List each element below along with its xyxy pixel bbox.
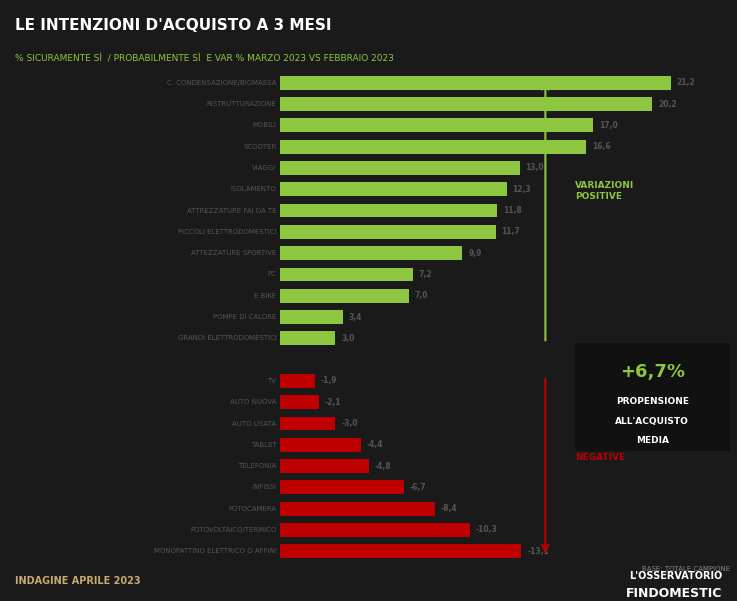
Text: ALL'ACQUISTO: ALL'ACQUISTO bbox=[615, 416, 689, 426]
FancyBboxPatch shape bbox=[280, 289, 409, 303]
FancyBboxPatch shape bbox=[280, 480, 404, 494]
Text: ATTEZZATURE SPORTIVE: ATTEZZATURE SPORTIVE bbox=[191, 250, 276, 256]
Text: TABLET: TABLET bbox=[251, 442, 276, 448]
Text: MOBILI: MOBILI bbox=[252, 123, 276, 129]
FancyBboxPatch shape bbox=[575, 343, 730, 451]
FancyBboxPatch shape bbox=[280, 204, 497, 218]
Text: FINDOMESTIC: FINDOMESTIC bbox=[626, 587, 722, 600]
FancyBboxPatch shape bbox=[280, 395, 318, 409]
Text: RISTRUTTURAZIONE: RISTRUTTURAZIONE bbox=[206, 101, 276, 107]
Text: TV: TV bbox=[268, 378, 276, 384]
Text: PICCOLI ELETTRODOMESTICI: PICCOLI ELETTRODOMESTICI bbox=[178, 229, 276, 235]
FancyBboxPatch shape bbox=[280, 459, 368, 473]
Text: MONOPATTINO ELETTRICO O AFFINI: MONOPATTINO ELETTRICO O AFFINI bbox=[153, 548, 276, 554]
Text: 7,0: 7,0 bbox=[415, 291, 428, 300]
FancyBboxPatch shape bbox=[280, 502, 435, 516]
FancyBboxPatch shape bbox=[280, 374, 315, 388]
Text: PC: PC bbox=[268, 272, 276, 278]
Text: SCOOTER: SCOOTER bbox=[243, 144, 276, 150]
FancyBboxPatch shape bbox=[280, 76, 671, 90]
Text: 21,2: 21,2 bbox=[677, 78, 695, 87]
Text: -13,1: -13,1 bbox=[527, 547, 549, 556]
FancyBboxPatch shape bbox=[280, 331, 335, 345]
Text: 9,9: 9,9 bbox=[469, 249, 482, 258]
Text: FOTOCAMERA: FOTOCAMERA bbox=[228, 505, 276, 511]
Text: E BIKE: E BIKE bbox=[254, 293, 276, 299]
Text: AUTO NUOVA: AUTO NUOVA bbox=[230, 399, 276, 405]
Text: C. CONDENSAZIONE/BIOMASSA: C. CONDENSAZIONE/BIOMASSA bbox=[167, 80, 276, 86]
Text: 7,2: 7,2 bbox=[419, 270, 432, 279]
Text: MEDIA: MEDIA bbox=[636, 436, 668, 445]
FancyBboxPatch shape bbox=[280, 118, 593, 132]
Text: -4,8: -4,8 bbox=[374, 462, 391, 471]
FancyBboxPatch shape bbox=[280, 523, 470, 537]
Text: +6,7%: +6,7% bbox=[620, 363, 685, 381]
Text: 20,2: 20,2 bbox=[658, 100, 677, 109]
Text: -8,4: -8,4 bbox=[441, 504, 458, 513]
Text: -6,7: -6,7 bbox=[410, 483, 426, 492]
Text: VARIAZIONI
POSITIVE: VARIAZIONI POSITIVE bbox=[575, 180, 634, 201]
Text: INDAGINE APRILE 2023: INDAGINE APRILE 2023 bbox=[15, 576, 140, 587]
Text: PROPENSIONE: PROPENSIONE bbox=[615, 397, 689, 406]
Text: 3,4: 3,4 bbox=[349, 313, 362, 322]
Text: ATTREZZATURE FAI DA TE: ATTREZZATURE FAI DA TE bbox=[186, 207, 276, 213]
FancyBboxPatch shape bbox=[280, 267, 413, 281]
FancyBboxPatch shape bbox=[280, 246, 463, 260]
Text: VARIAZIONI
NEGATIVE: VARIAZIONI NEGATIVE bbox=[575, 441, 634, 462]
FancyBboxPatch shape bbox=[280, 225, 495, 239]
FancyBboxPatch shape bbox=[280, 97, 652, 111]
Text: -2,1: -2,1 bbox=[324, 398, 341, 407]
Text: LE INTENZIONI D'ACQUISTO A 3 MESI: LE INTENZIONI D'ACQUISTO A 3 MESI bbox=[15, 18, 331, 33]
Text: % SICURAMENTE SÌ  / PROBABILMENTE SÌ  E VAR % MARZO 2023 VS FEBBRAIO 2023: % SICURAMENTE SÌ / PROBABILMENTE SÌ E VA… bbox=[15, 54, 394, 63]
Text: INFISSI: INFISSI bbox=[252, 484, 276, 490]
Text: POMPE DI CALORE: POMPE DI CALORE bbox=[213, 314, 276, 320]
Text: GRANDI ELETTRODOMESTICI: GRANDI ELETTRODOMESTICI bbox=[178, 335, 276, 341]
Text: ISOLAMENTO: ISOLAMENTO bbox=[231, 186, 276, 192]
Text: -4,4: -4,4 bbox=[367, 441, 383, 450]
FancyBboxPatch shape bbox=[280, 161, 520, 175]
FancyBboxPatch shape bbox=[280, 140, 586, 154]
Text: AUTO USATA: AUTO USATA bbox=[232, 421, 276, 427]
Text: 11,7: 11,7 bbox=[501, 227, 520, 236]
Text: -1,9: -1,9 bbox=[321, 376, 338, 385]
FancyBboxPatch shape bbox=[280, 545, 521, 558]
FancyBboxPatch shape bbox=[280, 182, 507, 196]
Text: 11,8: 11,8 bbox=[503, 206, 522, 215]
Text: -10,3: -10,3 bbox=[476, 525, 497, 534]
Text: TELEFONIA: TELEFONIA bbox=[238, 463, 276, 469]
FancyBboxPatch shape bbox=[280, 310, 343, 324]
FancyBboxPatch shape bbox=[280, 438, 361, 452]
Text: BASE: TOTALE CAMPIONE: BASE: TOTALE CAMPIONE bbox=[641, 566, 730, 572]
Text: VIAGGI: VIAGGI bbox=[252, 165, 276, 171]
Text: 16,6: 16,6 bbox=[592, 142, 610, 151]
Text: 3,0: 3,0 bbox=[341, 334, 354, 343]
Text: 13,0: 13,0 bbox=[525, 163, 544, 172]
Text: -3,0: -3,0 bbox=[341, 419, 357, 428]
Text: FOTOVOLTAICO/TERMICO: FOTOVOLTAICO/TERMICO bbox=[190, 527, 276, 533]
Text: 12,3: 12,3 bbox=[512, 185, 531, 194]
Text: L'OSSERVATORIO: L'OSSERVATORIO bbox=[629, 570, 722, 581]
FancyBboxPatch shape bbox=[280, 416, 335, 430]
Text: 17,0: 17,0 bbox=[599, 121, 618, 130]
